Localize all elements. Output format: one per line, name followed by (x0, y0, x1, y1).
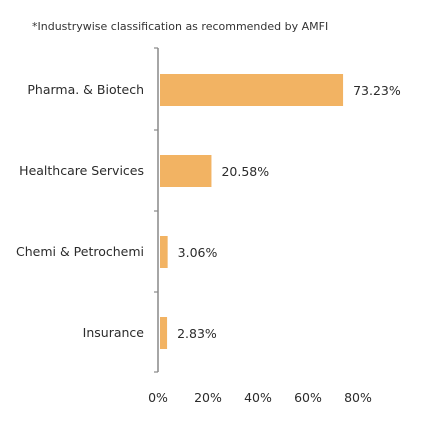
value-label: 20.58% (221, 164, 269, 179)
bar (160, 317, 168, 349)
category-label: Pharma. & Biotech (27, 82, 144, 97)
x-tick-label: 60% (294, 390, 322, 405)
value-label: 3.06% (178, 245, 218, 260)
footnote: *Industrywise classification as recommen… (32, 20, 329, 33)
category-label: Healthcare Services (19, 163, 144, 178)
x-tick-label: 80% (344, 390, 372, 405)
bar (160, 236, 168, 268)
value-label: 73.23% (353, 83, 401, 98)
x-tick-label: 40% (244, 390, 272, 405)
category-label: Chemi & Petrochemi (16, 244, 144, 259)
x-tick-label: 20% (194, 390, 222, 405)
bar (160, 155, 212, 187)
category-label: Insurance (83, 325, 145, 340)
x-tick-label: 0% (148, 390, 168, 405)
value-label: 2.83% (177, 326, 217, 341)
bar (160, 74, 344, 106)
